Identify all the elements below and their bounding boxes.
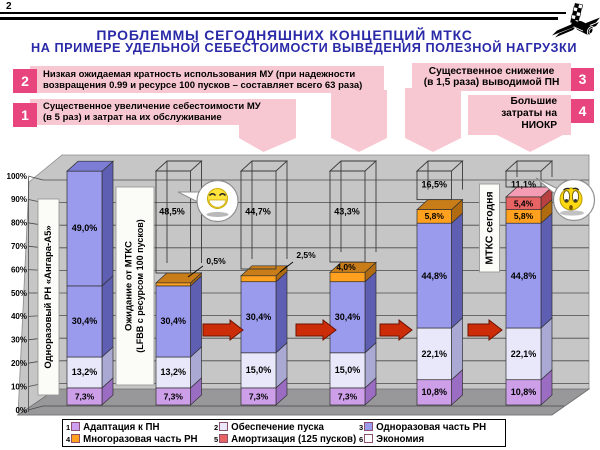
- svg-text:7,3%: 7,3%: [338, 392, 358, 402]
- svg-text:13,2%: 13,2%: [160, 367, 186, 377]
- svg-text:0%: 0%: [15, 406, 27, 415]
- svg-text:30,4%: 30,4%: [72, 316, 98, 326]
- svg-text:11,1%: 11,1%: [511, 180, 536, 190]
- svg-text:13,2%: 13,2%: [72, 367, 98, 377]
- svg-text:48,5%: 48,5%: [159, 207, 185, 217]
- svg-text:0,5%: 0,5%: [206, 256, 226, 266]
- svg-text:30,4%: 30,4%: [335, 312, 361, 322]
- svg-text:5,8%: 5,8%: [425, 211, 445, 221]
- svg-text:50%: 50%: [11, 289, 27, 298]
- svg-text:44,8%: 44,8%: [511, 271, 537, 281]
- svg-text:44,7%: 44,7%: [245, 207, 271, 217]
- svg-text:Ожидание от МТКС: Ожидание от МТКС: [124, 241, 135, 331]
- svg-text:43,3%: 43,3%: [334, 207, 360, 217]
- svg-text:80%: 80%: [11, 219, 27, 228]
- svg-text:5,4%: 5,4%: [514, 199, 534, 209]
- svg-text:44,8%: 44,8%: [421, 271, 447, 281]
- svg-text:30,4%: 30,4%: [246, 312, 272, 322]
- svg-text:7,3%: 7,3%: [249, 392, 269, 402]
- svg-text:100%: 100%: [7, 172, 27, 181]
- svg-text:МТКС сегодня: МТКС сегодня: [483, 191, 495, 264]
- svg-text:(LFBB с ресурсом 100 пусков): (LFBB с ресурсом 100 пусков): [135, 219, 145, 352]
- svg-text:49,0%: 49,0%: [72, 223, 98, 233]
- svg-text:10%: 10%: [11, 382, 27, 391]
- svg-text:15,0%: 15,0%: [335, 365, 361, 375]
- svg-text:Одноразовый РН «Ангара-А5»: Одноразовый РН «Ангара-А5»: [43, 225, 54, 368]
- svg-text:7,3%: 7,3%: [164, 392, 184, 402]
- svg-text:22,1%: 22,1%: [511, 349, 537, 359]
- svg-text:10,8%: 10,8%: [421, 387, 447, 397]
- svg-text:90%: 90%: [11, 195, 27, 204]
- svg-text:2,5%: 2,5%: [296, 250, 316, 260]
- svg-text:15,0%: 15,0%: [246, 365, 272, 375]
- svg-text:30,4%: 30,4%: [160, 316, 186, 326]
- svg-text:22,1%: 22,1%: [421, 349, 447, 359]
- svg-text:7,3%: 7,3%: [75, 392, 95, 402]
- svg-text:30%: 30%: [11, 336, 27, 345]
- svg-text:4,0%: 4,0%: [336, 262, 356, 272]
- svg-text:60%: 60%: [11, 265, 27, 274]
- svg-text:70%: 70%: [11, 242, 27, 251]
- svg-text:5,8%: 5,8%: [514, 211, 534, 221]
- svg-text:20%: 20%: [11, 359, 27, 368]
- svg-text:16,5%: 16,5%: [421, 180, 447, 190]
- svg-text:10,8%: 10,8%: [511, 387, 537, 397]
- svg-text:40%: 40%: [11, 312, 27, 321]
